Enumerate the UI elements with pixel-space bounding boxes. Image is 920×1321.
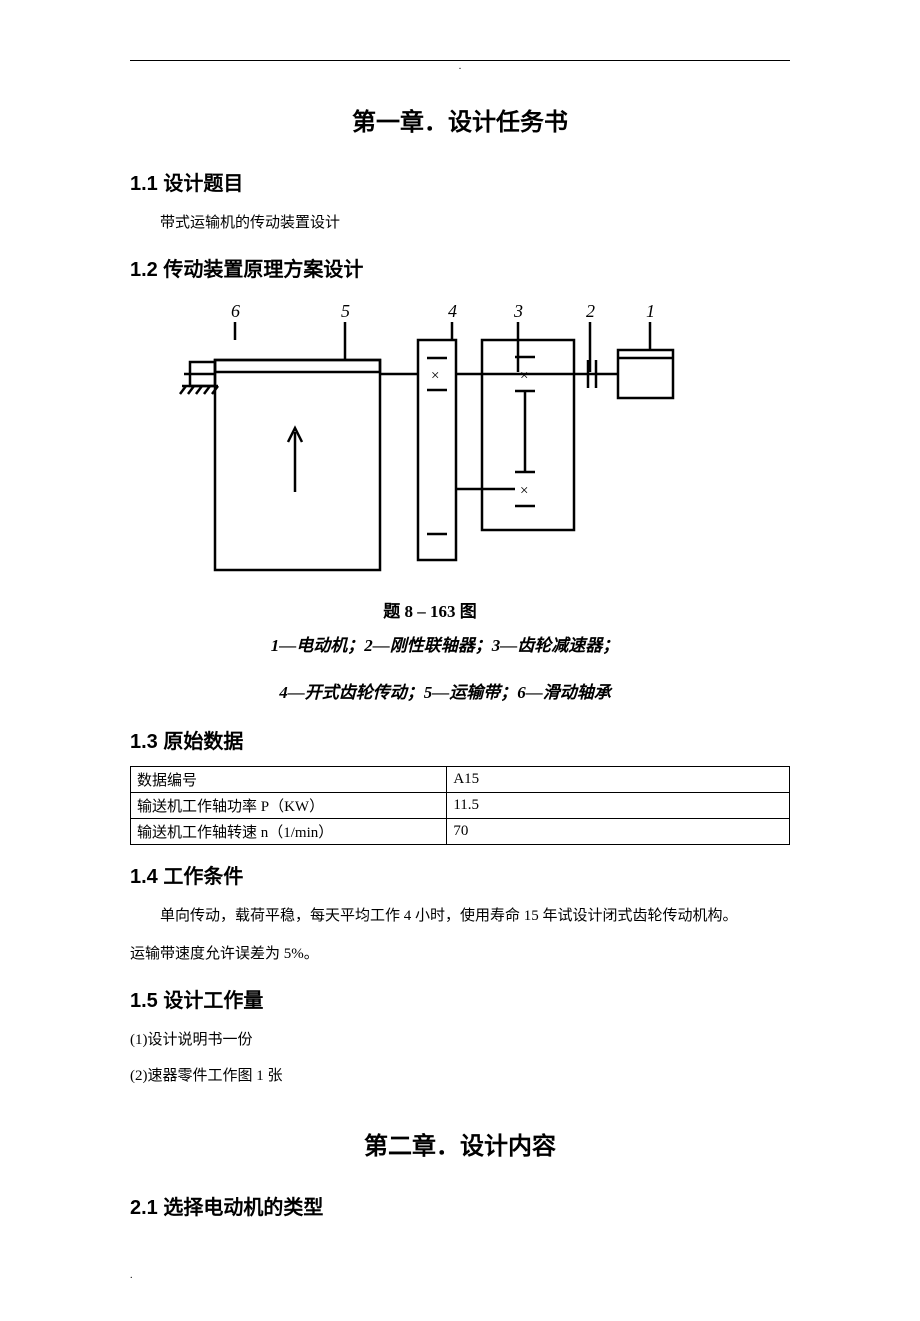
table-cell: A15 xyxy=(447,766,790,792)
raw-data-table: 数据编号 A15 输送机工作轴功率 P（KW） 11.5 输送机工作轴转速 n（… xyxy=(130,766,790,845)
table-row: 数据编号 A15 xyxy=(131,766,790,792)
table-cell: 输送机工作轴功率 P（KW） xyxy=(131,792,447,818)
table-cell: 数据编号 xyxy=(131,766,447,792)
svg-text:×: × xyxy=(431,368,439,384)
transmission-diagram: × × × xyxy=(160,302,790,582)
table-row: 输送机工作轴转速 n（1/min） 70 xyxy=(131,818,790,844)
svg-text:×: × xyxy=(520,368,528,384)
table-cell: 11.5 xyxy=(447,792,790,818)
section-1-5-item-2: (2)速器零件工作图 1 张 xyxy=(130,1061,790,1091)
section-1-4-text-2: 运输带速度允许误差为 5%。 xyxy=(130,939,790,969)
footer-dot: . xyxy=(130,1270,790,1281)
section-1-4-text-1: 单向传动，载荷平稳，每天平均工作 4 小时，使用寿命 15 年试设计闭式齿轮传动… xyxy=(130,901,790,931)
diagram-caption: 题 8 – 163 图 xyxy=(130,597,730,622)
header-dot: . xyxy=(130,61,790,72)
diagram-legend-2: 4—开式齿轮传动；5—运输带；6—滑动轴承 xyxy=(130,677,760,709)
diagram-label-2: 2 xyxy=(586,302,595,321)
chapter-2-title: 第二章．设计内容 xyxy=(130,1126,790,1161)
section-2-1-heading: 2.1 选择电动机的类型 xyxy=(130,1191,790,1220)
section-1-5-item-1: (1)设计说明书一份 xyxy=(130,1025,790,1055)
table-row: 输送机工作轴功率 P（KW） 11.5 xyxy=(131,792,790,818)
section-1-3-heading: 1.3 原始数据 xyxy=(130,725,790,754)
chapter-1-title: 第一章．设计任务书 xyxy=(130,102,790,137)
diagram-legend-1: 1—电动机；2—刚性联轴器；3—齿轮减速器； xyxy=(130,630,760,662)
section-1-1-heading: 1.1 设计题目 xyxy=(130,167,790,196)
diagram-label-5: 5 xyxy=(341,302,350,321)
svg-text:×: × xyxy=(520,483,528,499)
table-cell: 输送机工作轴转速 n（1/min） xyxy=(131,818,447,844)
diagram-label-6: 6 xyxy=(231,302,240,321)
section-1-2-heading: 1.2 传动装置原理方案设计 xyxy=(130,253,790,282)
section-1-1-text: 带式运输机的传动装置设计 xyxy=(130,208,790,238)
diagram-label-1: 1 xyxy=(646,302,655,321)
diagram-label-3: 3 xyxy=(513,302,523,321)
section-1-4-heading: 1.4 工作条件 xyxy=(130,860,790,889)
diagram-label-4: 4 xyxy=(448,302,457,321)
table-cell: 70 xyxy=(447,818,790,844)
section-1-5-heading: 1.5 设计工作量 xyxy=(130,984,790,1013)
